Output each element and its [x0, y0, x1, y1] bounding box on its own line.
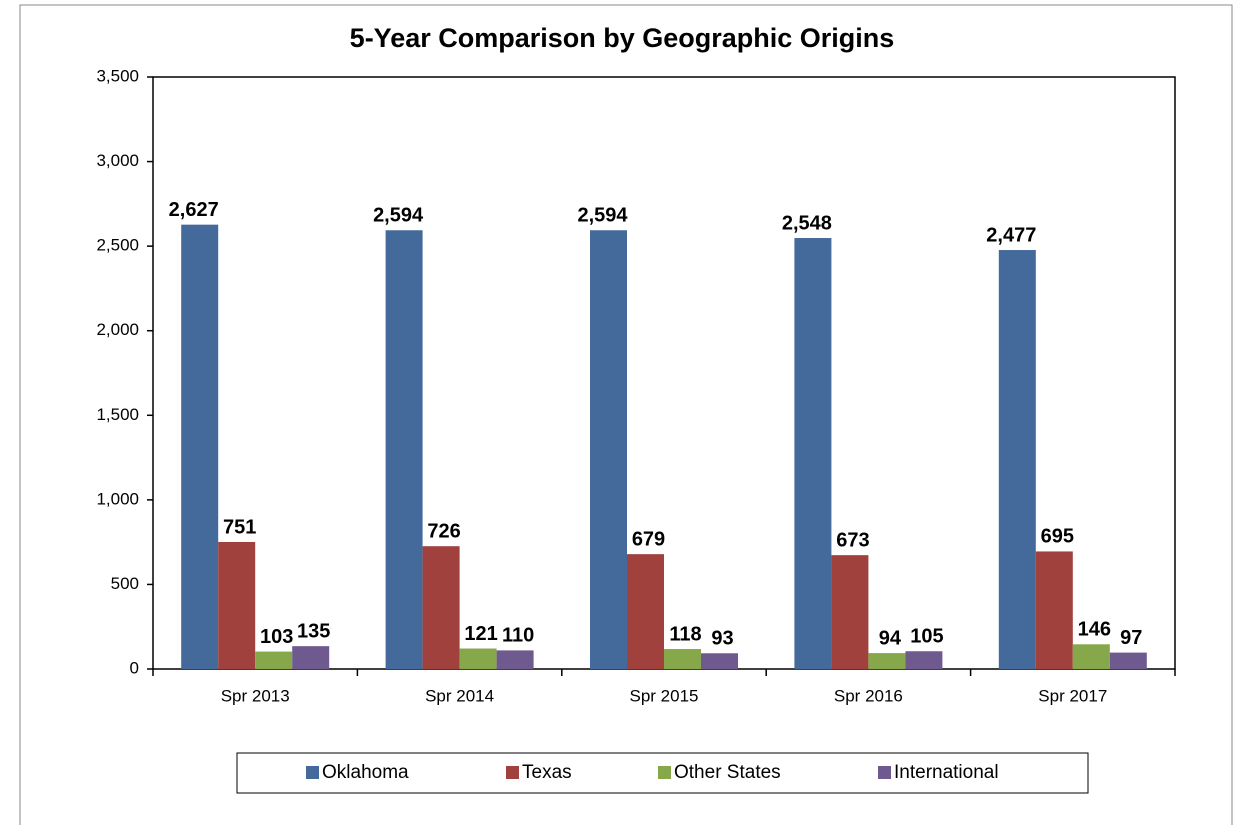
bar [459, 648, 497, 669]
value-label: 121 [464, 623, 497, 645]
bar [998, 250, 1036, 669]
bar [292, 646, 330, 669]
y-tick-label: 3,000 [96, 151, 139, 170]
chart-title: 5-Year Comparison by Geographic Origins [350, 23, 895, 53]
value-label: 695 [1041, 526, 1074, 548]
bar [496, 650, 534, 669]
value-label: 94 [879, 627, 902, 649]
bar [627, 554, 664, 669]
x-tick-label: Spr 2017 [1038, 686, 1107, 705]
bar [701, 653, 738, 669]
bar [255, 651, 293, 669]
legend-swatch [306, 766, 319, 779]
legend-label: Texas [522, 762, 572, 783]
value-label: 118 [669, 623, 701, 645]
x-tick-label: Spr 2016 [834, 686, 903, 705]
value-label: 2,548 [782, 212, 832, 234]
value-label: 135 [297, 620, 330, 642]
value-label: 751 [223, 516, 256, 538]
value-label: 2,594 [577, 205, 628, 227]
chart-frame [19, 4, 1233, 825]
bar [664, 649, 701, 669]
legend-swatch [878, 766, 891, 779]
legend-swatch [506, 766, 519, 779]
x-tick-label: Spr 2015 [630, 686, 699, 705]
value-label: 673 [836, 529, 869, 551]
value-label: 2,477 [986, 224, 1036, 246]
value-label: 93 [711, 628, 733, 650]
bar [831, 555, 869, 669]
bar [422, 546, 460, 669]
bar [1109, 652, 1147, 669]
legend-label: Other States [674, 762, 781, 783]
bar [218, 541, 256, 669]
y-tick-label: 1,500 [96, 405, 139, 424]
value-label: 679 [632, 528, 665, 550]
y-tick-label: 2,500 [96, 236, 139, 255]
y-tick-label: 500 [111, 574, 139, 593]
y-tick-label: 3,500 [96, 66, 139, 85]
bar [905, 651, 943, 669]
y-tick-label: 2,000 [96, 320, 139, 339]
value-label: 2,627 [169, 199, 219, 221]
bar [181, 224, 219, 669]
legend-swatch [658, 766, 671, 779]
value-label: 103 [260, 626, 293, 648]
value-label: 726 [427, 520, 460, 542]
legend-label: Oklahoma [322, 762, 409, 783]
x-tick-label: Spr 2013 [221, 686, 290, 705]
value-label: 146 [1078, 619, 1111, 641]
bar [1072, 644, 1110, 669]
bar [385, 230, 423, 670]
legend-box [236, 752, 1089, 794]
legend-label: International [894, 762, 999, 783]
y-tick-label: 1,000 [96, 489, 139, 508]
y-tick-label: 0 [130, 658, 139, 677]
value-label: 105 [910, 626, 943, 648]
bar [868, 653, 906, 669]
value-label: 97 [1120, 627, 1142, 649]
value-label: 110 [502, 625, 534, 647]
value-label: 2,594 [373, 205, 424, 227]
x-tick-label: Spr 2014 [425, 686, 494, 705]
bar [590, 230, 627, 670]
bar [794, 238, 832, 670]
bar [1035, 551, 1073, 669]
